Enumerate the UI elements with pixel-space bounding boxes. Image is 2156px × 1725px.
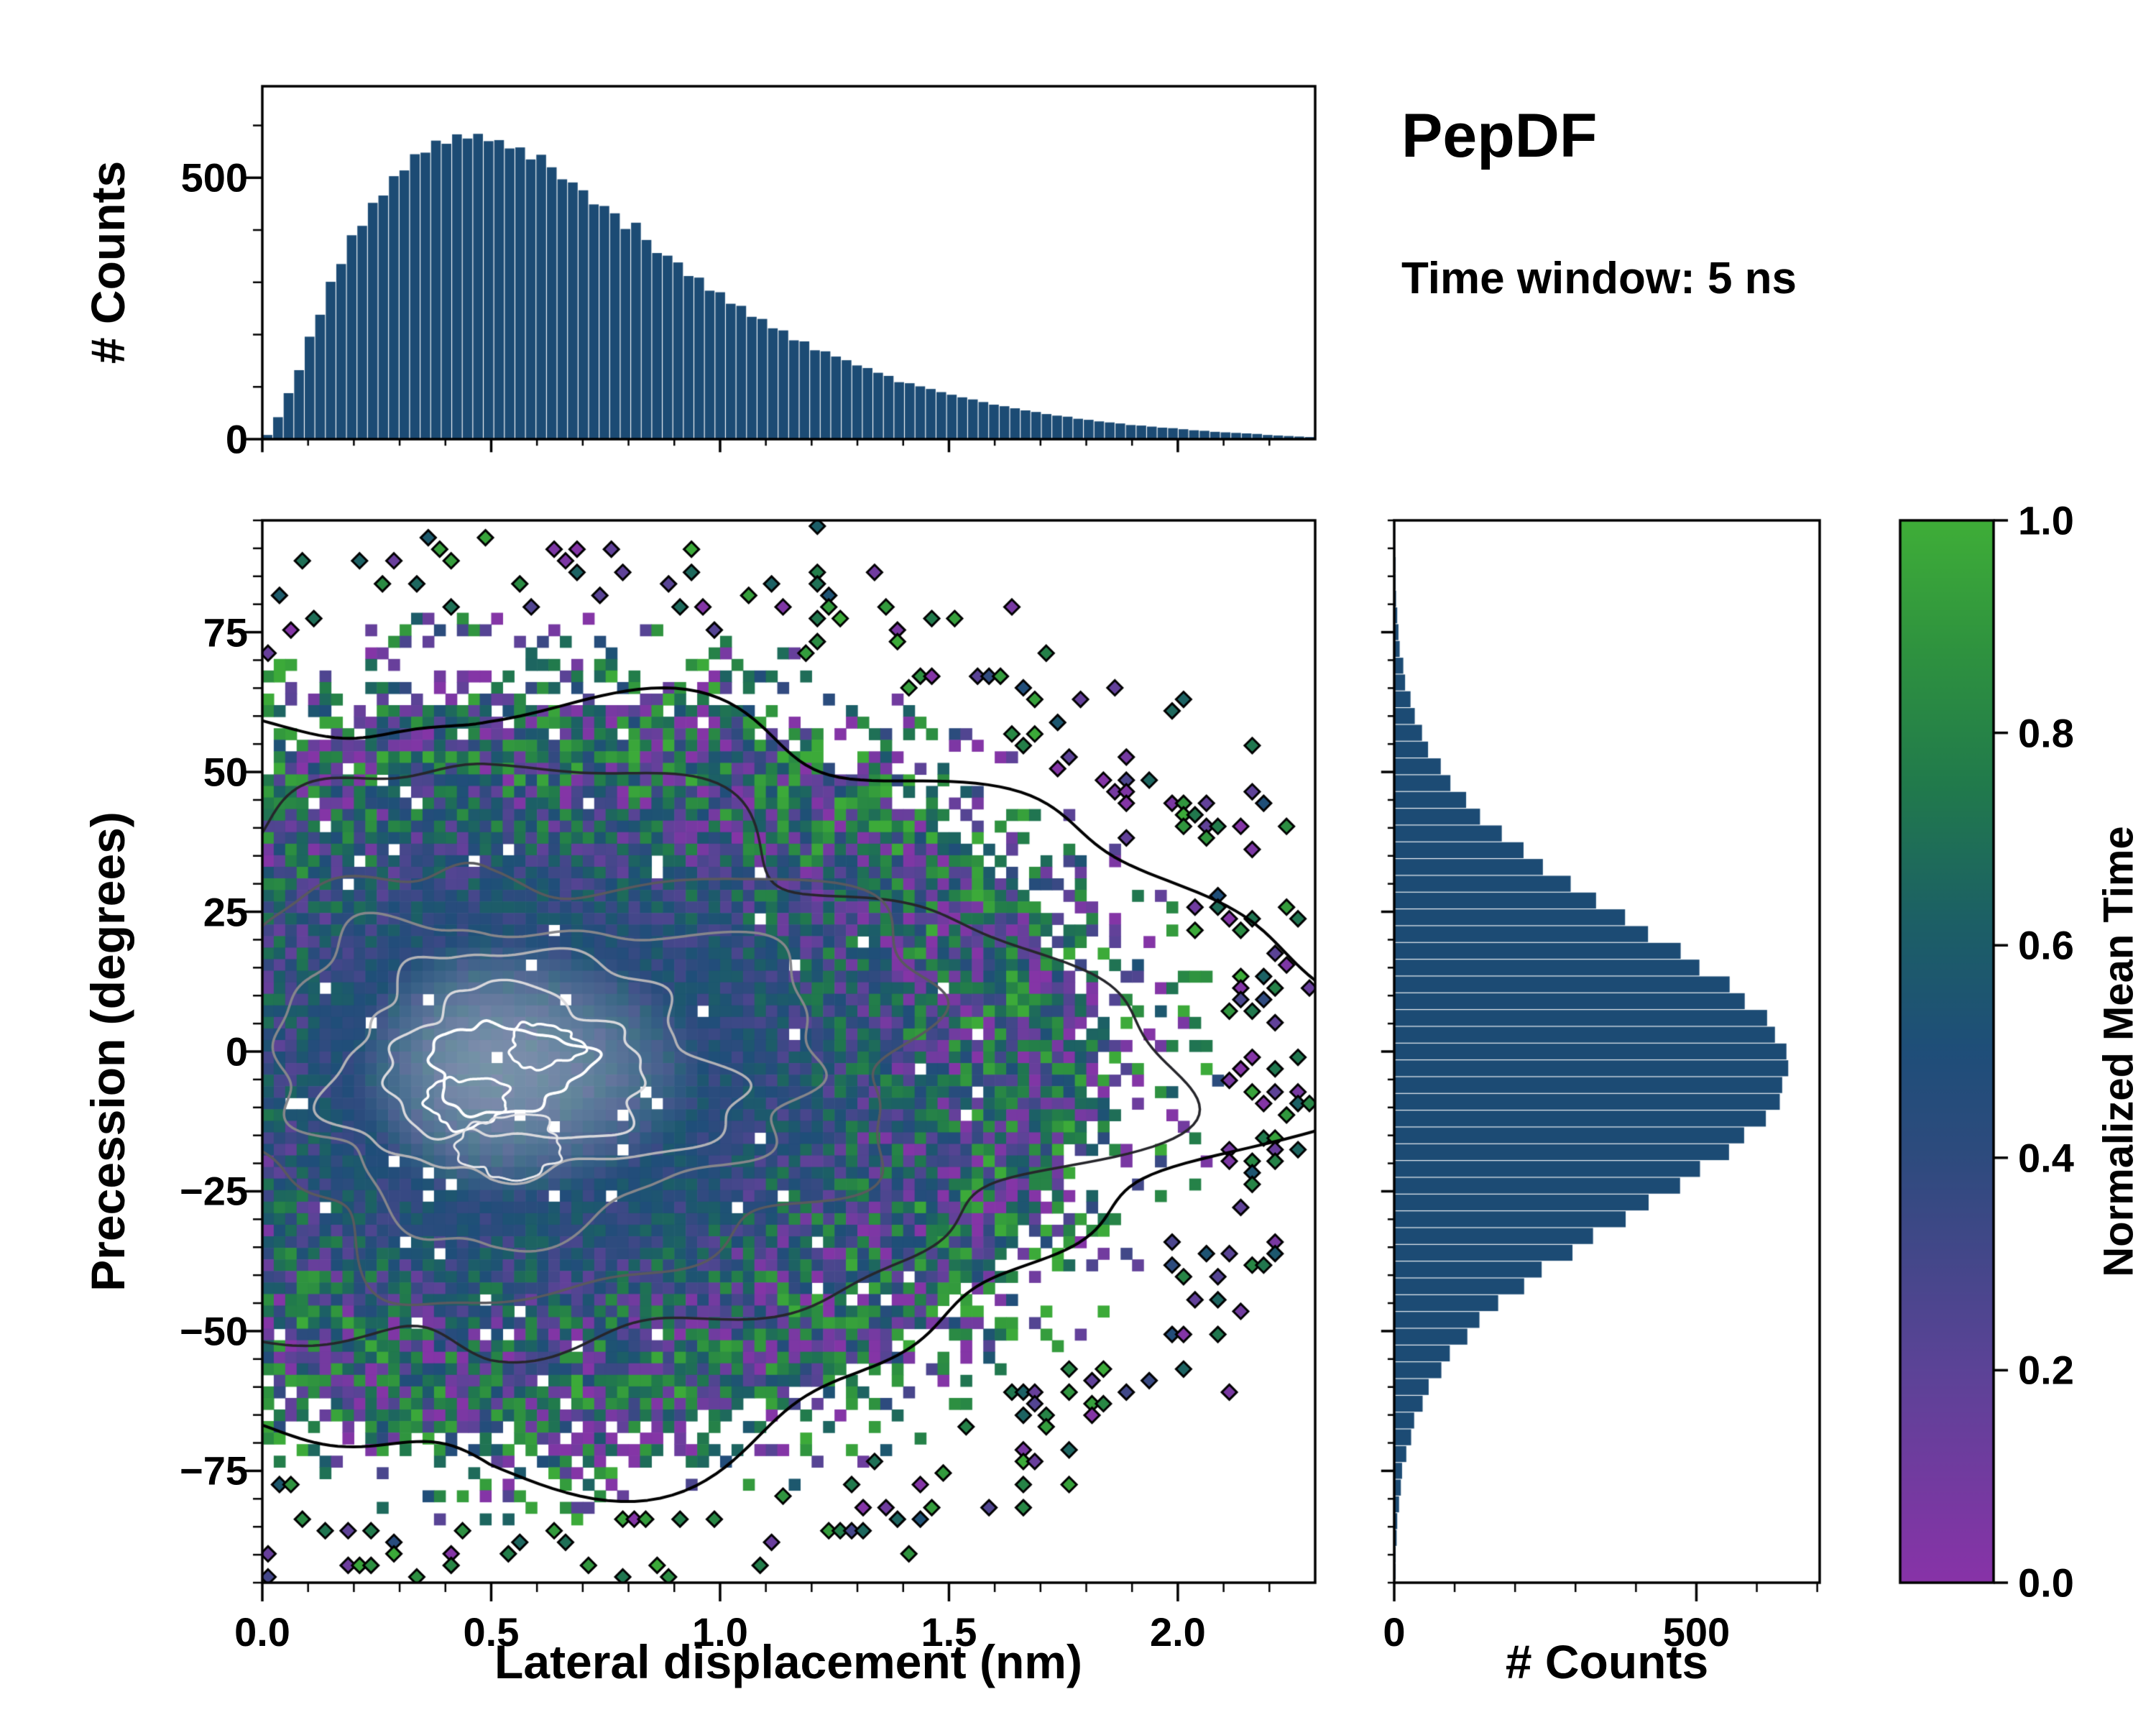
tick-label: 0.8 (2018, 710, 2074, 756)
tick-label: 0.4 (2018, 1135, 2074, 1181)
tick-label: 0 (225, 1029, 248, 1075)
tick-label: 75 (203, 610, 248, 656)
right-hist-xlabel: # Counts (1505, 1635, 1709, 1688)
figure-subtitle: Time window: 5 ns (1401, 254, 1797, 303)
tick-label: 1.0 (692, 1609, 748, 1655)
tick-label: 0.0 (2018, 1560, 2074, 1606)
top-hist-ylabel: # Counts (81, 160, 134, 364)
tick-label: −50 (180, 1308, 248, 1354)
joint-xlabel: Lateral displacement (nm) (494, 1635, 1082, 1688)
tick-label: 0.2 (2018, 1347, 2074, 1393)
tick-label: 0 (225, 416, 248, 462)
tick-label: 0.0 (234, 1609, 290, 1655)
tick-label: 0 (1383, 1609, 1406, 1655)
tick-label: 25 (203, 889, 248, 935)
tick-label: 2.0 (1149, 1609, 1206, 1655)
tick-label: 500 (180, 155, 248, 201)
tick-label: 0.6 (2018, 922, 2074, 968)
joint-ylabel: Precession (degrees) (81, 811, 134, 1292)
tick-label: 500 (1662, 1609, 1731, 1655)
tick-label: −25 (180, 1168, 248, 1214)
tick-label: 1.0 (2018, 497, 2074, 543)
colorbar-label: Normalized Mean Time (2095, 826, 2142, 1277)
tick-label: 50 (203, 749, 248, 795)
tick-label: 0.5 (463, 1609, 520, 1655)
tick-label: 1.5 (921, 1609, 977, 1655)
tick-label: −75 (180, 1448, 248, 1494)
figure-title: PepDF (1401, 101, 1598, 170)
